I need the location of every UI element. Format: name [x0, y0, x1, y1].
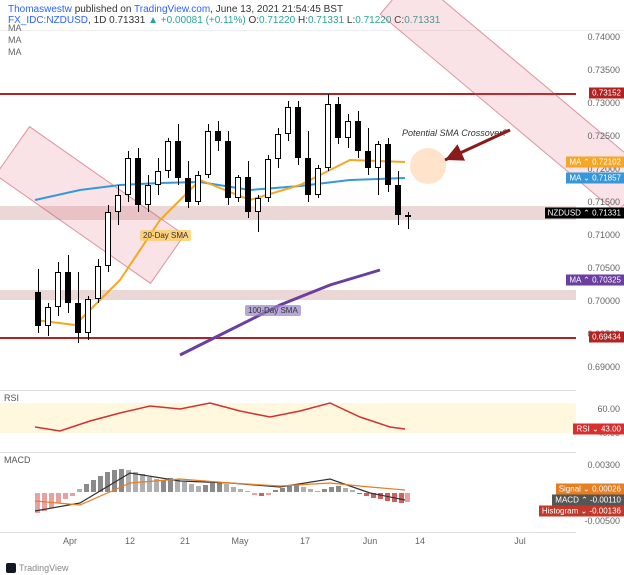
candle — [295, 107, 301, 157]
price-tick: 0.73000 — [587, 98, 620, 108]
channel — [0, 126, 185, 284]
highlight-circle — [410, 148, 446, 184]
author[interactable]: Thomaswestw — [8, 4, 72, 15]
time-tick: Jul — [514, 536, 526, 546]
candle — [155, 171, 161, 184]
sma-label: 100-Day SMA — [245, 305, 301, 316]
candle — [345, 121, 351, 138]
candle — [135, 158, 141, 205]
annotation-text: Potential SMA Crossover? — [402, 128, 507, 138]
macd-panel[interactable]: MACD0.00300-0.00500Signal ⌄ 0.00026MACD … — [0, 452, 576, 532]
candle — [115, 195, 121, 212]
time-tick: 21 — [180, 536, 190, 546]
price-tick: 0.71000 — [587, 230, 620, 240]
time-axis[interactable]: Apr 12 21 May 17 Jun 14 Jul — [0, 532, 576, 552]
candle — [405, 215, 411, 217]
price-label: MA ⌃ 0.72102 — [566, 157, 624, 168]
candle — [45, 307, 51, 326]
horizontal-line — [0, 337, 576, 339]
tradingview-icon — [6, 563, 16, 573]
candle — [75, 303, 81, 333]
candle — [315, 168, 321, 195]
price-label: MA ⌄ 0.71857 — [566, 173, 624, 184]
price-tick: 0.73500 — [587, 65, 620, 75]
price-chart[interactable]: Potential SMA Crossover? 20-Day SMA 100-Da… — [0, 20, 576, 390]
price-tick: 0.72500 — [587, 131, 620, 141]
candle — [235, 177, 241, 199]
price-axis[interactable]: 0.740000.735000.730000.725000.720000.715… — [576, 20, 624, 390]
time-tick: Apr — [63, 536, 77, 546]
candle — [305, 158, 311, 195]
sma-label: 20-Day SMA — [140, 230, 191, 241]
candle — [365, 151, 371, 168]
macd-value-label: Signal ⌄ 0.00026 — [556, 484, 624, 495]
candle — [285, 107, 291, 134]
rsi-value-label: RSI ⌄ 43.00 — [573, 424, 624, 435]
price-label: 0.73152 — [589, 88, 624, 99]
price-tick: 0.69000 — [587, 362, 620, 372]
macd-value-label: MACD ⌃ -0.00110 — [552, 495, 624, 506]
macd-value-label: Histogram ⌄ -0.00136 — [539, 506, 624, 517]
publish-date: June 13, 2021 21:54:45 BST — [216, 4, 343, 15]
candle — [325, 104, 331, 168]
candle — [205, 131, 211, 175]
candle — [225, 141, 231, 198]
candle — [245, 177, 251, 212]
candle — [35, 292, 41, 326]
candle — [195, 175, 201, 202]
candle — [85, 299, 91, 333]
candle — [355, 121, 361, 151]
candle — [375, 144, 381, 168]
candle — [335, 104, 341, 138]
candle — [65, 272, 71, 302]
candle — [265, 159, 271, 198]
site-link[interactable]: TradingView.com — [134, 4, 210, 15]
price-label: NZDUSD ⌃ 0.71331 — [545, 208, 624, 219]
candle — [395, 185, 401, 215]
candle — [215, 131, 221, 141]
candle — [95, 266, 101, 300]
candle — [185, 178, 191, 202]
candle — [55, 272, 61, 307]
time-tick: 14 — [415, 536, 425, 546]
price-tick: 0.71500 — [587, 197, 620, 207]
time-tick: May — [231, 536, 248, 546]
price-tick: 0.70500 — [587, 263, 620, 273]
rsi-panel[interactable]: RSI60.0040.00RSI ⌄ 43.00 — [0, 390, 576, 452]
candle — [165, 141, 171, 171]
price-label: 0.69434 — [589, 332, 624, 343]
time-tick: Jun — [363, 536, 378, 546]
price-tick: 0.70000 — [587, 296, 620, 306]
candle — [175, 141, 181, 178]
price-label: MA ⌃ 0.70325 — [566, 275, 624, 286]
footer: TradingView — [6, 563, 69, 573]
time-tick: 17 — [300, 536, 310, 546]
candle — [145, 185, 151, 205]
candle — [385, 144, 391, 184]
candle — [125, 158, 131, 195]
time-tick: 12 — [125, 536, 135, 546]
price-tick: 0.74000 — [587, 32, 620, 42]
candle — [275, 134, 281, 159]
candle — [105, 212, 111, 266]
candle — [255, 198, 261, 211]
